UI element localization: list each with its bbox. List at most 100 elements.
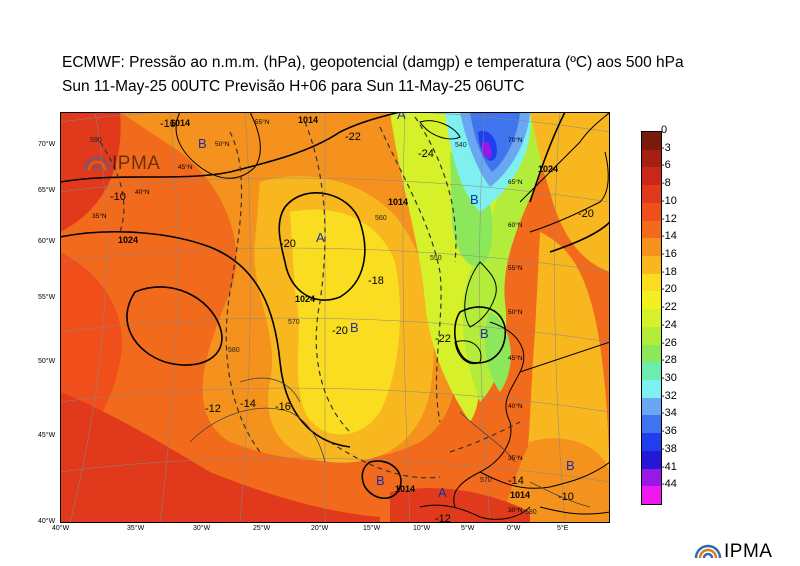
isobar-labels: 1014 1024 1024 1014 1014 1014 1014 1024 (118, 115, 558, 500)
legend-label: -22 (661, 301, 677, 314)
lat-grid-label: 45°N (508, 354, 523, 362)
high-center-marker: A (397, 112, 406, 122)
temp-label: -20 (578, 208, 594, 220)
temp-label: -24 (418, 148, 434, 160)
lat-label: 70°W (38, 141, 56, 148)
temp-s-red (390, 488, 530, 523)
temp-ne-yellow (530, 112, 610, 272)
isotherms (189, 377, 591, 508)
lat-grid-label: 45°N (178, 163, 193, 171)
geo-label: 540 (455, 142, 467, 149)
graticule-labels: 55°N 50°N 45°N 40°N 35°N 70°N 65°N 60°N … (92, 118, 523, 514)
legend-label: -3 (661, 141, 671, 154)
temperature-labels: -20 -18 -20 -22 -12 -14 -16 -24 -22 -16 … (110, 118, 594, 523)
temp-label: -10 (558, 491, 574, 503)
temp-yellow-core (290, 209, 400, 435)
low-center-marker: B (198, 136, 207, 151)
geo-label: 570 (288, 319, 300, 326)
geo-label: 580 (525, 509, 537, 516)
lat-grid-label: 35°N (508, 454, 523, 462)
legend-label: -14 (661, 230, 677, 243)
isobar-label: 1014 (170, 118, 190, 128)
temp-se-orange (500, 438, 610, 523)
pressure-centers: A A A B B B B B B (198, 112, 575, 500)
legend-label: -38 (661, 442, 677, 455)
legend-label: -34 (661, 407, 677, 420)
low-center-marker: B (480, 326, 489, 341)
temp-label: -22 (435, 333, 451, 345)
legend-swatch (642, 415, 661, 434)
lon-label: 5°E (557, 525, 569, 532)
temp-label: -14 (240, 398, 256, 410)
lat-grid-label: 40°N (508, 402, 523, 410)
lon-label: 0°W (507, 525, 521, 532)
legend-label: -12 (661, 212, 677, 225)
geopotential-contours (99, 116, 521, 479)
temp-green-patch-2 (484, 312, 511, 392)
legend-label: -28 (661, 354, 677, 367)
isobar-label: 1024 (538, 164, 558, 174)
lon-label: 40°W (52, 525, 70, 532)
temp-label: -18 (368, 275, 384, 287)
legend-label: -16 (661, 248, 677, 260)
lat-grid-label: 50°N (508, 308, 523, 316)
legend-swatch (642, 256, 661, 275)
lat-grid-label: 50°N (215, 140, 230, 148)
legend-swatch (642, 291, 661, 310)
low-center-marker: B (350, 320, 359, 335)
lat-grid-label: 60°N (508, 221, 523, 229)
legend-swatch (642, 450, 661, 470)
legend-swatch (642, 202, 661, 222)
legend-label: -41 (661, 460, 677, 473)
low-center-marker: B (376, 473, 385, 488)
lon-label: 20°W (311, 525, 329, 532)
legend-swatch (642, 309, 661, 328)
lat-label: 65°W (38, 187, 56, 194)
ipma-watermark-logo: IPMA (82, 146, 178, 174)
lat-grid-label: 30°N (508, 506, 523, 514)
lon-label: 30°W (193, 525, 211, 532)
weather-map: 1014 1024 1024 1014 1014 1014 1014 1024 … (60, 112, 610, 523)
legend-label: -36 (661, 425, 677, 438)
legend-swatch (642, 397, 661, 416)
temp-lightgreen (430, 112, 560, 402)
legend-label: -6 (661, 159, 671, 172)
temp-label: -20 (332, 325, 348, 337)
temp-sw-red (60, 392, 380, 523)
legend-swatch (642, 468, 661, 487)
high-center-marker: A (438, 485, 447, 500)
temp-purple (481, 141, 492, 159)
legend-label: -26 (661, 336, 677, 349)
legend-swatch (642, 380, 661, 399)
legend-swatch (642, 433, 661, 452)
watermark-logo-text: IPMA (112, 153, 160, 172)
map-subtitle: Sun 11-May-25 00UTC Previsão H+06 para S… (62, 78, 525, 95)
legend-label: -44 (661, 478, 677, 491)
temp-label: -20 (280, 238, 296, 250)
map-frame (60, 112, 610, 523)
low-center-marker: B (470, 192, 479, 207)
lon-label: 15°W (363, 525, 381, 532)
legend-swatch (642, 273, 661, 292)
isobar-label: 1014 (510, 490, 530, 500)
legend-label: -20 (661, 283, 677, 296)
temperature-color-legend (641, 131, 662, 505)
low-center-marker: B (566, 458, 575, 473)
temp-green-patch (450, 152, 493, 267)
temp-label: -12 (205, 403, 221, 415)
lat-label: 50°W (38, 358, 56, 365)
isobar-label: 1014 (388, 197, 408, 207)
lat-label: 60°W (38, 238, 56, 245)
lat-grid-label: 55°N (255, 118, 270, 126)
legend-label: 0 (661, 124, 668, 136)
lat-label: 55°W (38, 294, 56, 301)
geo-label: 570 (480, 477, 492, 484)
legend-label: -32 (661, 389, 677, 402)
lon-label: 10°W (413, 525, 431, 532)
high-center-marker: A (316, 230, 325, 245)
map-title: ECMWF: Pressão ao n.m.m. (hPa), geopoten… (62, 54, 684, 71)
legend-swatch (642, 167, 661, 186)
legend-label: -30 (661, 372, 677, 384)
lon-label: 25°W (253, 525, 271, 532)
